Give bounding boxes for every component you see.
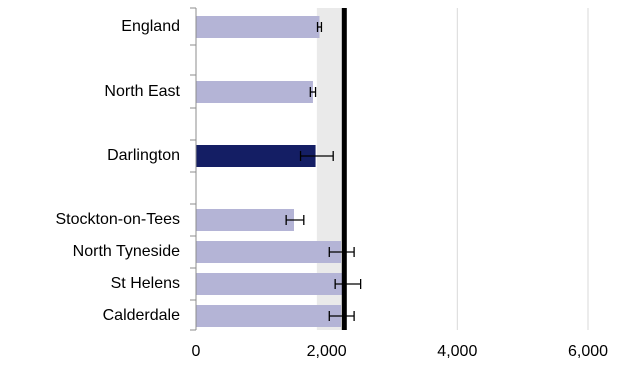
bar — [196, 305, 342, 327]
bar — [196, 81, 313, 103]
x-tick-label: 4,000 — [437, 343, 477, 360]
category-label: England — [121, 18, 180, 35]
category-label: Stockton-on-Tees — [55, 211, 180, 228]
x-tick-label: 0 — [192, 343, 201, 360]
category-label: Darlington — [107, 147, 180, 164]
bar-layer — [196, 8, 362, 330]
x-tick-label: 6,000 — [568, 343, 608, 360]
bar — [196, 145, 316, 167]
bar — [196, 209, 294, 231]
category-label: Calderdale — [103, 307, 180, 324]
category-label: North Tyneside — [73, 243, 180, 260]
x-tick-label: 2,000 — [307, 343, 347, 360]
category-label: St Helens — [111, 275, 180, 292]
bar — [196, 241, 342, 263]
grid-layer — [326, 8, 589, 330]
axis-layer — [190, 7, 197, 331]
bar — [196, 273, 347, 295]
bar — [196, 16, 320, 38]
category-label: North East — [104, 83, 180, 100]
label-layer: England North East Darlington Stockton-on-T… — [55, 18, 608, 360]
